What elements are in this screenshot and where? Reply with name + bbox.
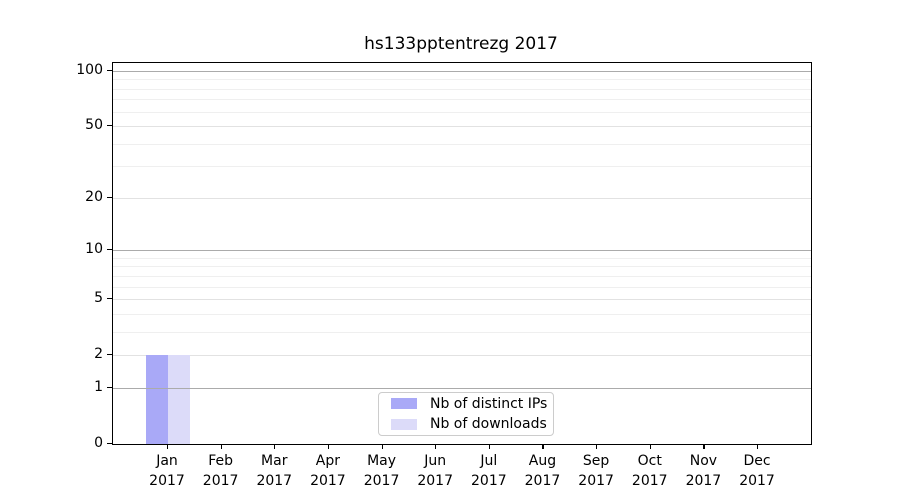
x-tick-mark (220, 444, 222, 450)
gridline-major (113, 126, 811, 128)
gridline-major (113, 197, 811, 199)
y-tick-label: 20 (85, 188, 103, 205)
x-tick-label: Mar 2017 (234, 451, 314, 491)
y-tick-mark (107, 249, 112, 251)
gridline-major (113, 355, 811, 357)
plot-area (112, 62, 812, 445)
gridline-minor (113, 143, 811, 145)
x-tick-month: Nov (689, 453, 718, 469)
x-tick-mark (435, 444, 437, 450)
gridline-minor (113, 286, 811, 288)
gridline-major (113, 299, 811, 301)
x-tick-year: 2017 (256, 473, 293, 489)
gridline-decade (113, 70, 811, 72)
gridline-minor (113, 111, 811, 113)
x-tick-year: 2017 (149, 473, 185, 489)
legend-swatch-icon (391, 398, 417, 410)
x-tick-mark (381, 444, 383, 450)
y-tick-mark (107, 386, 112, 389)
y-tick-mark (107, 443, 112, 445)
gridline-minor (113, 79, 811, 81)
x-tick-label: Sep 2017 (556, 451, 636, 491)
y-tick-mark (107, 298, 112, 300)
gridline-minor (113, 313, 811, 315)
x-tick-label: Feb 2017 (181, 451, 261, 491)
gridline-decade (113, 250, 811, 252)
x-tick-label: Jul 2017 (449, 451, 529, 491)
x-tick-year: 2017 (363, 473, 400, 489)
x-tick-month: Feb (208, 453, 234, 469)
x-tick-year: 2017 (202, 473, 239, 489)
legend-label: Nb of distinct IPs (430, 395, 548, 412)
x-tick-year: 2017 (310, 473, 346, 489)
y-tick-mark (107, 354, 112, 356)
x-tick-year: 2017 (578, 473, 614, 489)
x-tick-mark (327, 444, 330, 450)
x-tick-month: Apr (315, 453, 341, 469)
y-tick-label: 100 (76, 61, 103, 78)
legend-label: Nb of downloads (430, 416, 547, 433)
x-tick-month: May (367, 453, 397, 469)
gridline-minor (113, 257, 811, 259)
y-tick-label: 1 (94, 378, 103, 395)
decade-grid-layer (113, 63, 811, 444)
x-tick-year: 2017 (471, 473, 507, 489)
y-tick-mark (107, 69, 112, 72)
y-tick-label: 2 (94, 346, 103, 363)
x-tick-label: Jan 2017 (127, 451, 207, 491)
x-tick-mark (757, 444, 759, 450)
x-tick-mark (703, 444, 705, 450)
x-tick-mark (596, 444, 598, 450)
x-tick-month: Jul (480, 453, 498, 469)
x-tick-mark (167, 444, 169, 450)
legend: Nb of distinct IPs Nb of downloads (378, 392, 554, 436)
x-tick-mark (488, 444, 491, 450)
bar-nb-of-distinct-ips-jan (146, 355, 168, 444)
x-tick-month: Dec (743, 453, 771, 469)
x-tick-label: Jun 2017 (395, 451, 475, 491)
bar-nb-of-downloads-jan (168, 355, 190, 444)
y-tick-mark (107, 125, 112, 127)
x-tick-label: Apr 2017 (288, 451, 368, 491)
chart-title: hs133pptentrezg 2017 (364, 34, 558, 54)
x-tick-label: Nov 2017 (663, 451, 743, 491)
gridline-minor (113, 331, 811, 333)
x-tick-label: Dec 2017 (717, 451, 797, 491)
x-tick-year: 2017 (524, 473, 561, 489)
legend-swatch-icon (391, 418, 417, 430)
gridline-decade (113, 387, 811, 389)
x-tick-mark (542, 444, 544, 450)
x-tick-month: Sep (582, 453, 610, 469)
x-tick-year: 2017 (417, 473, 453, 489)
x-tick-label: May 2017 (342, 451, 422, 491)
gridline-minor (113, 266, 811, 268)
x-tick-label: Oct 2017 (610, 451, 690, 491)
gridline-minor (113, 275, 811, 277)
x-tick-month: Jun (424, 453, 447, 469)
x-tick-month: Mar (261, 453, 288, 469)
grid-layer (113, 63, 811, 444)
legend-item: Nb of distinct IPs (387, 395, 548, 413)
x-tick-label: Aug 2017 (502, 451, 582, 491)
y-tick-label: 10 (85, 241, 103, 258)
y-tick-label: 5 (94, 290, 103, 307)
y-tick-label: 0 (94, 435, 103, 451)
legend-item: Nb of downloads (387, 416, 547, 434)
x-tick-year: 2017 (739, 473, 775, 489)
x-tick-mark (274, 444, 276, 450)
y-tick-mark (107, 196, 112, 199)
y-tick-label: 50 (85, 117, 103, 134)
bars-layer (113, 63, 811, 444)
gridline-minor (113, 99, 811, 101)
gridline-minor (113, 166, 811, 168)
x-tick-month: Jan (156, 453, 178, 469)
x-tick-mark (649, 444, 651, 450)
x-tick-month: Oct (637, 453, 662, 469)
x-tick-year: 2017 (685, 473, 722, 489)
x-tick-year: 2017 (631, 473, 668, 489)
gridline-minor (113, 88, 811, 90)
x-tick-month: Aug (528, 453, 557, 469)
